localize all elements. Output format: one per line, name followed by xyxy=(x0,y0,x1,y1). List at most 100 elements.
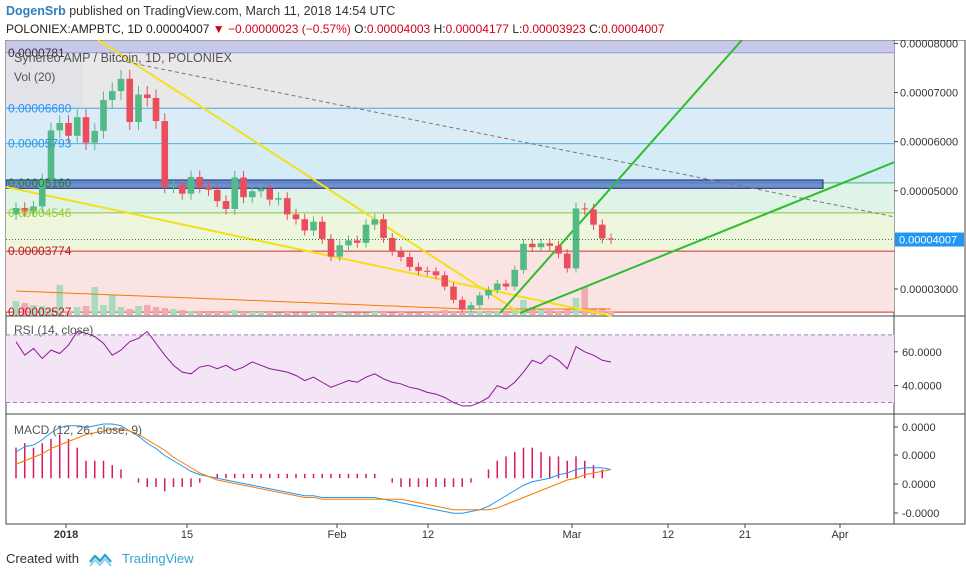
volume-bar xyxy=(301,313,309,315)
candle xyxy=(310,221,317,231)
candle xyxy=(187,177,195,194)
candle xyxy=(205,186,212,190)
candle xyxy=(257,188,265,192)
fib-level-label: 0.00005160 xyxy=(8,176,72,190)
price-tick-label: 0.00006000 xyxy=(900,137,958,149)
candle xyxy=(362,224,370,243)
candle xyxy=(502,283,510,287)
candle xyxy=(397,251,405,258)
volume-bar xyxy=(38,306,46,315)
volume-bar xyxy=(397,312,405,315)
candle xyxy=(117,78,125,92)
volume-bar xyxy=(292,313,300,315)
tradingview-logo-icon xyxy=(88,553,112,567)
macd-tick-label: 0.0000 xyxy=(902,422,936,434)
volume-bar xyxy=(187,311,195,315)
candle xyxy=(555,245,562,254)
volume-bar xyxy=(353,313,361,315)
volume-bar xyxy=(283,312,291,315)
time-tick-label: 15 xyxy=(181,529,193,541)
volume-bar xyxy=(56,285,64,315)
volume-bar xyxy=(73,307,81,315)
volume-bar xyxy=(537,309,545,315)
candle xyxy=(301,219,309,231)
macd-tick-label: 0.0000 xyxy=(902,479,936,491)
candle xyxy=(100,99,107,131)
last-price: 0.00004007 xyxy=(146,22,210,36)
candle xyxy=(432,271,440,276)
volume-bar xyxy=(598,308,606,315)
candle xyxy=(406,257,414,267)
candle xyxy=(318,221,326,239)
volume-bar xyxy=(161,308,169,315)
tradingview-link[interactable]: TradingView xyxy=(122,551,194,566)
volume-bar xyxy=(563,309,571,315)
candle xyxy=(493,283,501,290)
volume-bar xyxy=(546,310,554,315)
volume-bar xyxy=(257,312,265,315)
volume-bar xyxy=(476,311,484,315)
volume-bar xyxy=(143,305,151,315)
volume-bar xyxy=(117,307,125,315)
volume-bar xyxy=(371,312,379,315)
chart-canvas[interactable]: 0.0000781 0.00006680 0.00005793 0.00005160 0… xyxy=(0,40,966,545)
candle xyxy=(388,237,396,252)
candle xyxy=(537,243,545,248)
volume-bar xyxy=(607,311,615,315)
time-tick-label: 21 xyxy=(739,529,751,541)
macd-tick-label: 0.0000 xyxy=(902,450,936,462)
volume-bar xyxy=(406,313,414,315)
fib-band xyxy=(6,41,894,53)
price-tick-label: 0.00003000 xyxy=(900,284,958,296)
candle xyxy=(73,117,81,136)
volume-bar xyxy=(511,310,519,315)
candle xyxy=(511,269,519,287)
volume-bar xyxy=(493,311,501,315)
candle xyxy=(345,240,352,246)
yellow-trendline-upper xyxy=(97,40,521,314)
candle xyxy=(283,198,291,215)
author-name[interactable]: DogenSrb xyxy=(6,4,66,18)
volume-bar xyxy=(240,312,247,315)
volume-bar xyxy=(528,307,536,315)
volume-bar xyxy=(222,311,230,315)
time-tick-label: 2018 xyxy=(54,529,78,541)
volume-bar xyxy=(467,312,475,315)
low-label: L: xyxy=(512,22,523,36)
candle xyxy=(607,238,615,240)
candle xyxy=(248,191,256,198)
rsi-band xyxy=(6,334,894,403)
ohlc-bar: POLONIEX:AMPBTC, 1D 0.00004007 ▼ −0.0000… xyxy=(6,21,664,37)
candle xyxy=(82,117,90,143)
symbol-label: POLONIEX:AMPBTC, 1D xyxy=(6,22,143,36)
high-label: H: xyxy=(433,22,446,36)
candle xyxy=(590,209,597,225)
candle xyxy=(213,189,221,202)
yellow-trendline xyxy=(5,185,613,317)
fib-level-label: 0.00005793 xyxy=(8,137,72,151)
candle xyxy=(520,243,527,270)
volume-bar xyxy=(555,311,562,315)
rsi-label: RSI (14, close) xyxy=(14,323,93,337)
open-value: 0.00004003 xyxy=(366,22,431,36)
green-trendline xyxy=(519,161,895,314)
volume-bar xyxy=(65,311,72,315)
volume-bar xyxy=(318,313,326,315)
time-tick-label: Mar xyxy=(563,529,582,541)
volume-bar xyxy=(91,287,99,315)
fib-level-label: 0.0000781 xyxy=(8,46,65,60)
volume-bar xyxy=(47,309,55,315)
last-price-box xyxy=(895,232,964,247)
volume-bar xyxy=(432,311,440,315)
candle xyxy=(222,201,230,209)
candle xyxy=(135,94,142,123)
candle xyxy=(231,177,239,209)
volume-bar xyxy=(82,306,90,315)
fib-level-label: 0.00003774 xyxy=(8,244,72,258)
candle xyxy=(423,270,431,272)
rsi-tick-label: 40.0000 xyxy=(902,381,942,393)
volume-bar xyxy=(275,313,282,315)
candle xyxy=(353,240,361,243)
created-with-label: Created with xyxy=(6,551,79,566)
close-label: C: xyxy=(589,22,602,36)
